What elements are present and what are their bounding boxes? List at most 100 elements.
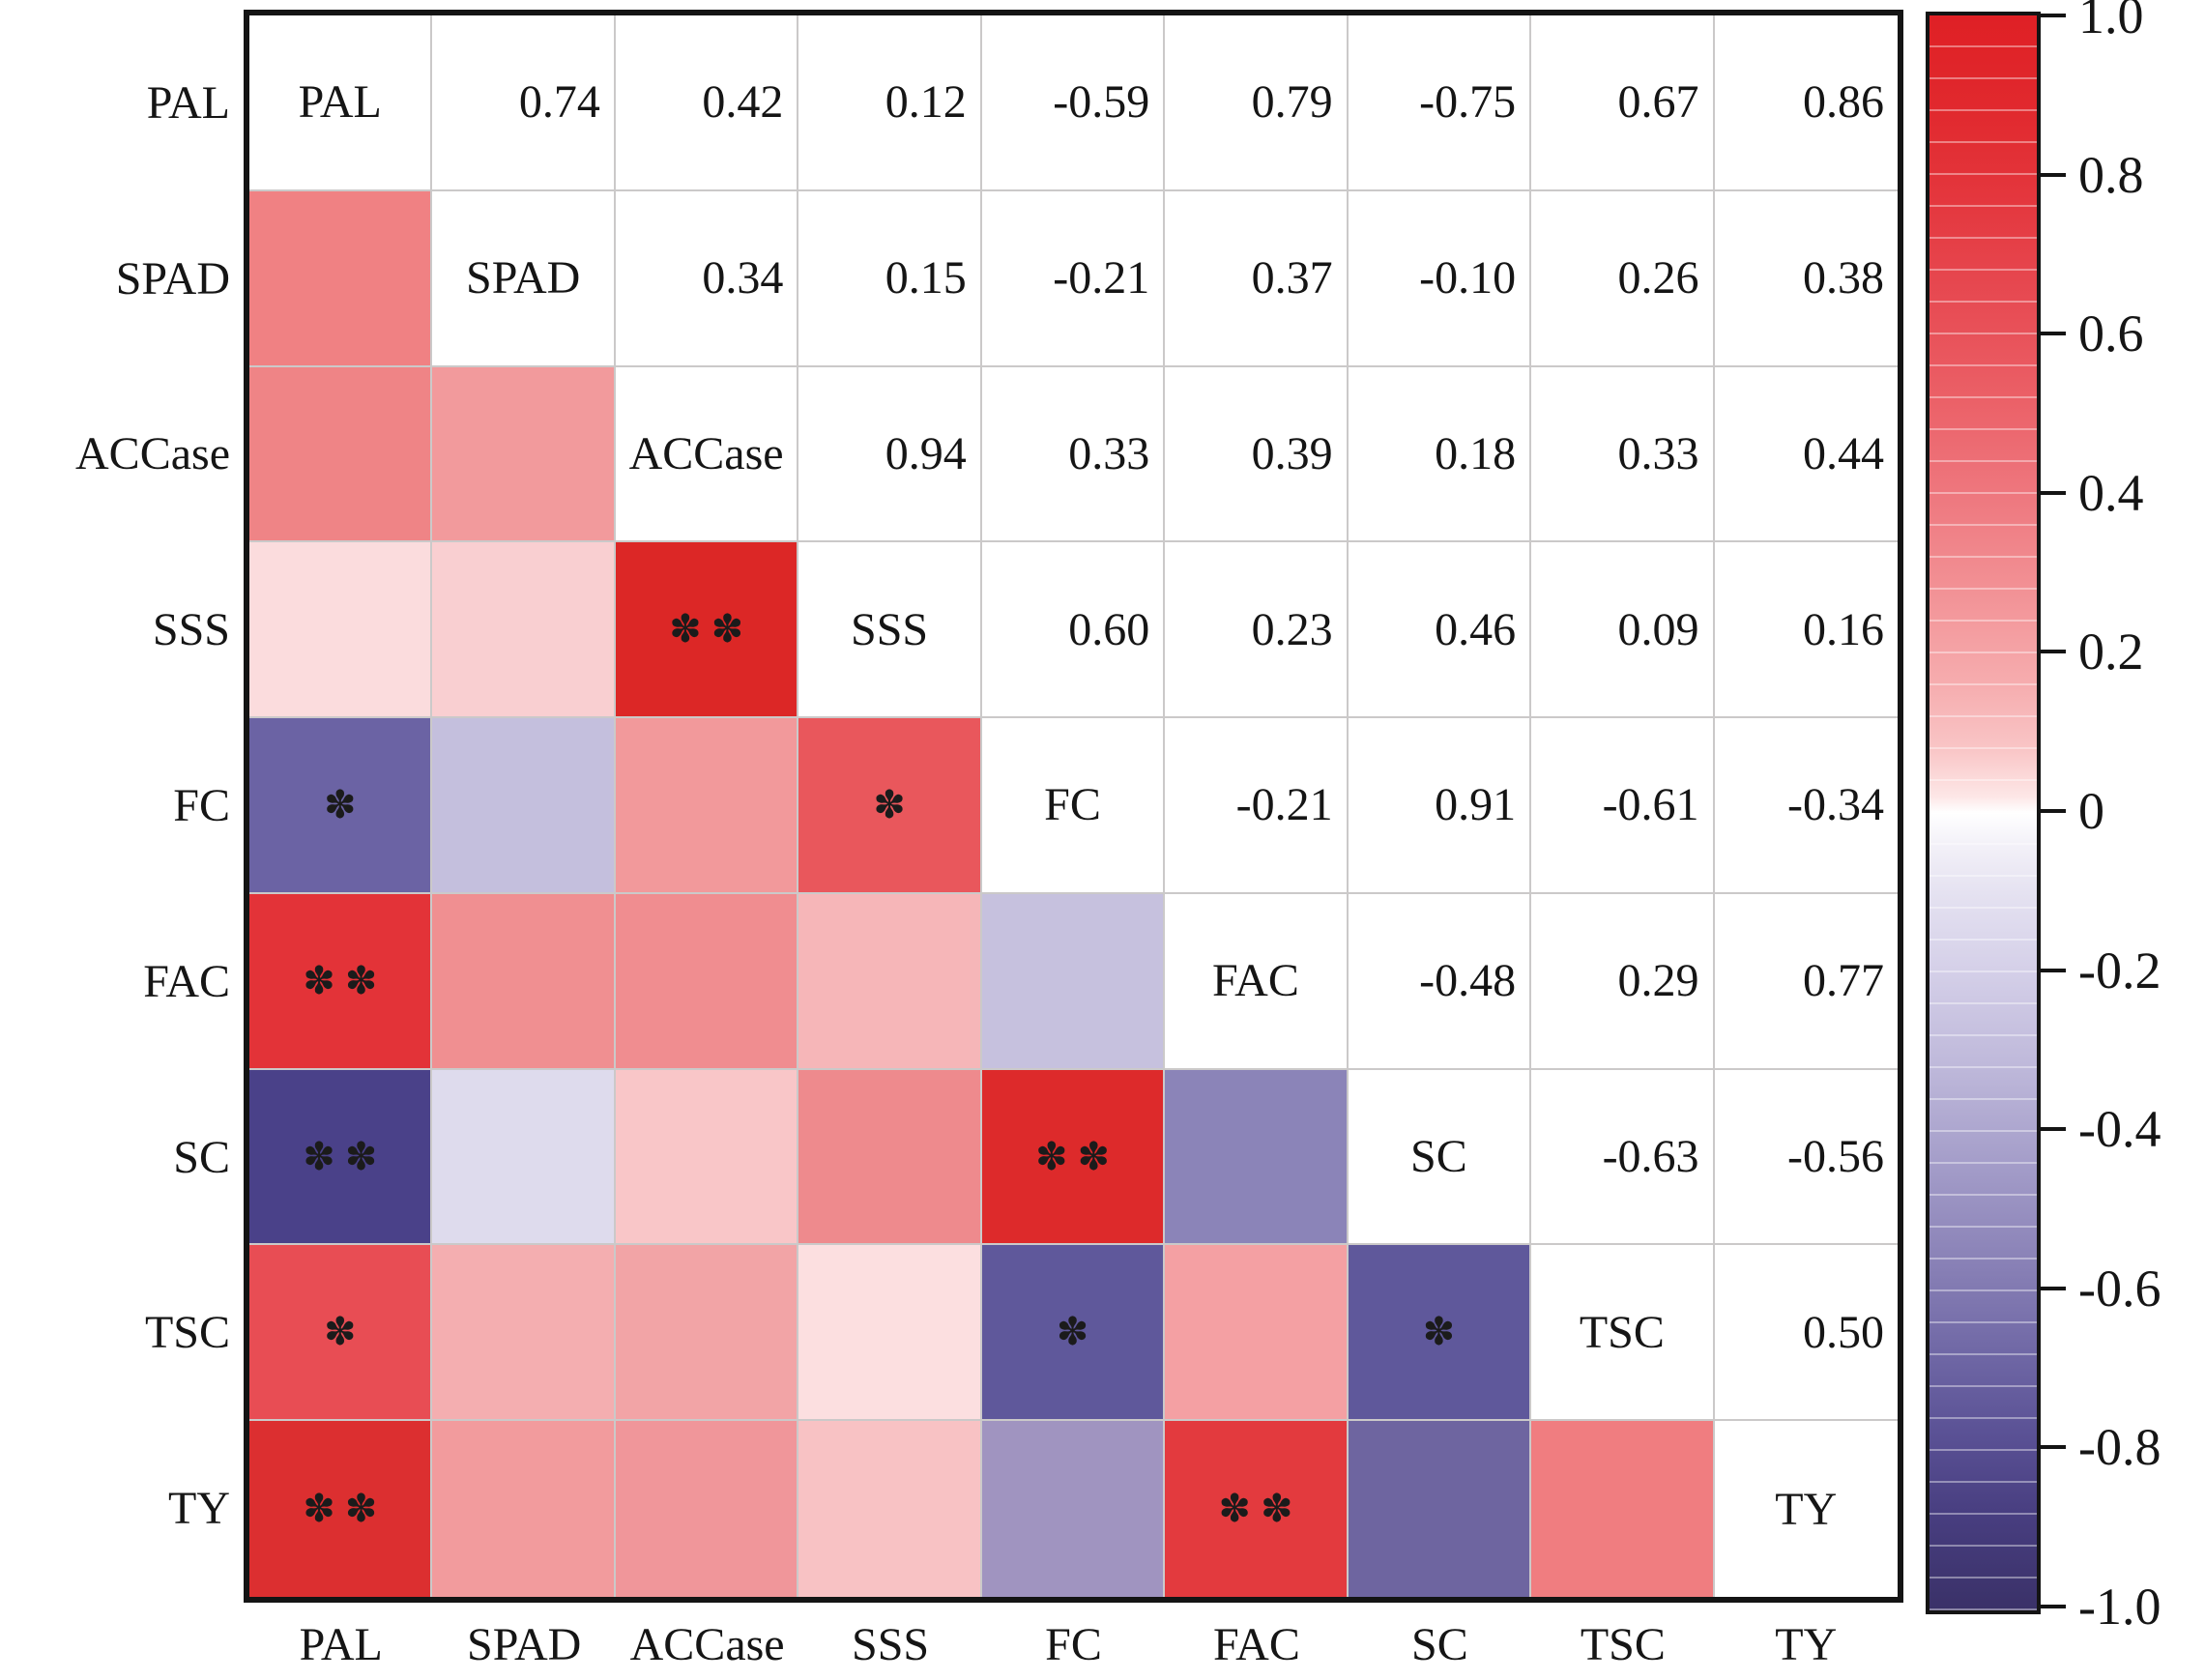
correlation-value: 0.23 [1251, 603, 1333, 655]
diagonal-label: SC [1410, 1131, 1467, 1183]
matrix-cell-spad-sc: -0.10 [1348, 190, 1532, 367]
correlation-value: -0.21 [1053, 252, 1150, 304]
x-axis-label: FAC [1213, 1619, 1300, 1670]
matrix-cell-ty-accase [615, 1421, 799, 1597]
y-axis-label: FAC [143, 955, 230, 1007]
matrix-cell-ty-fc [981, 1421, 1166, 1597]
y-axis-label: SC [173, 1131, 230, 1183]
correlation-value: 0.42 [702, 76, 784, 129]
significance-marker: ✽ [873, 782, 915, 827]
colorbar-tick-label: 0.8 [2078, 145, 2144, 204]
matrix-cell-fac-sss [798, 893, 982, 1070]
y-axis-label: FC [173, 780, 230, 831]
matrix-cell-accase-sss: 0.94 [798, 366, 982, 543]
significance-marker: ✽✽ [1218, 1487, 1303, 1532]
matrix-cell-spad-accase: 0.34 [615, 190, 799, 367]
matrix-cell-sss-sss: SSS [798, 542, 982, 719]
correlation-value: 0.86 [1802, 76, 1884, 129]
diagonal-label: PAL [298, 76, 382, 129]
colorbar-tick-label: -1.0 [2078, 1578, 2161, 1636]
matrix-cell-sc-ty: -0.56 [1714, 1069, 1898, 1246]
matrix-cell-spad-sss: 0.15 [798, 190, 982, 367]
matrix-cell-pal-tsc: 0.67 [1531, 15, 1715, 191]
colorbar-tick [2037, 490, 2066, 495]
matrix-cell-spad-pal [249, 190, 433, 367]
matrix-cell-sss-ty: 0.16 [1714, 542, 1898, 719]
colorbar-tick [2037, 1127, 2066, 1132]
matrix-cell-sc-sss [798, 1069, 982, 1246]
colorbar-tick [2037, 332, 2066, 336]
significance-marker: ✽✽ [303, 1134, 388, 1179]
diagonal-label: TY [1775, 1483, 1838, 1535]
colorbar-tick [2037, 1605, 2066, 1608]
matrix-cell-accase-sc: 0.18 [1348, 366, 1532, 543]
matrix-cell-tsc-fc: ✽ [981, 1245, 1166, 1422]
y-axis-label: TY [168, 1483, 230, 1535]
matrix-cell-tsc-accase [615, 1245, 799, 1422]
matrix-cell-sc-accase [615, 1069, 799, 1246]
correlation-matrix: PAL 0.74 0.42 0.12 -0.59 0.79 -0.75 0.67 0.86 SPA… [244, 10, 1903, 1603]
correlation-value: -0.10 [1419, 252, 1517, 304]
matrix-cell-sss-fac: 0.23 [1165, 542, 1349, 719]
colorbar-tick-label: -0.2 [2078, 941, 2161, 999]
matrix-cell-fc-accase [615, 718, 799, 894]
matrix-cell-pal-sss: 0.12 [798, 15, 982, 191]
matrix-cell-tsc-pal: ✽ [249, 1245, 433, 1422]
significance-marker: ✽✽ [303, 1487, 388, 1532]
matrix-cell-fac-fc [981, 893, 1166, 1070]
matrix-cell-pal-pal: PAL [249, 15, 433, 191]
correlation-value: -0.59 [1053, 76, 1150, 129]
y-axis-label: TSC [144, 1307, 230, 1359]
correlation-value: -0.34 [1787, 779, 1884, 831]
matrix-cell-fc-sc: 0.91 [1348, 718, 1532, 894]
correlation-value: 0.33 [1617, 427, 1699, 479]
matrix-cell-sc-fc: ✽✽ [981, 1069, 1166, 1246]
matrix-cell-fc-fac: -0.21 [1165, 718, 1349, 894]
correlation-value: 0.34 [702, 252, 784, 304]
correlation-value: 0.29 [1617, 955, 1699, 1007]
x-axis-label: TY [1775, 1619, 1838, 1670]
colorbar-tick-label: -0.8 [2078, 1418, 2161, 1477]
matrix-cell-accase-tsc: 0.33 [1531, 366, 1715, 543]
correlation-value: 0.09 [1617, 603, 1699, 655]
matrix-cell-fac-fac: FAC [1165, 893, 1349, 1070]
diagonal-label: FC [1044, 779, 1101, 831]
correlation-value: 0.46 [1435, 603, 1517, 655]
diagonal-label: ACCase [628, 427, 784, 479]
matrix-cell-pal-sc: -0.75 [1348, 15, 1532, 191]
correlation-value: 0.79 [1251, 76, 1333, 129]
colorbar-tick [2037, 650, 2066, 654]
matrix-cell-sss-fc: 0.60 [981, 542, 1166, 719]
colorbar-tick-label: -0.4 [2078, 1100, 2161, 1159]
matrix-cell-fc-spad [432, 718, 616, 894]
significance-marker: ✽ [1422, 1310, 1465, 1355]
matrix-cell-sc-sc: SC [1348, 1069, 1532, 1246]
correlation-value: 0.15 [885, 252, 967, 304]
matrix-cell-fc-sss: ✽ [798, 718, 982, 894]
correlation-value: 0.94 [885, 427, 967, 479]
colorbar-tick [2037, 14, 2066, 17]
correlation-value: 0.37 [1251, 252, 1333, 304]
significance-marker: ✽ [323, 1310, 366, 1355]
matrix-cell-ty-fac: ✽✽ [1165, 1421, 1349, 1597]
matrix-cell-pal-fac: 0.79 [1165, 15, 1349, 191]
matrix-cell-ty-ty: TY [1714, 1421, 1898, 1597]
colorbar-tick-label: 0.2 [2078, 623, 2144, 681]
correlation-value: 0.18 [1435, 427, 1517, 479]
x-axis-label: TSC [1580, 1619, 1666, 1670]
matrix-cell-accase-fac: 0.39 [1165, 366, 1349, 543]
colorbar-tick-label: 0.4 [2078, 463, 2144, 522]
matrix-cell-accase-ty: 0.44 [1714, 366, 1898, 543]
diagonal-label: FAC [1212, 955, 1299, 1007]
matrix-cell-sss-sc: 0.46 [1348, 542, 1532, 719]
matrix-cell-sss-accase: ✽✽ [615, 542, 799, 719]
matrix-cell-accase-fc: 0.33 [981, 366, 1166, 543]
x-axis-label: SPAD [467, 1619, 582, 1670]
matrix-cell-sss-spad [432, 542, 616, 719]
significance-marker: ✽✽ [303, 958, 388, 1003]
matrix-cell-sc-pal: ✽✽ [249, 1069, 433, 1246]
correlation-value: 0.50 [1802, 1306, 1884, 1358]
y-axis-label: SSS [152, 604, 230, 656]
correlation-value: 0.67 [1617, 76, 1699, 129]
